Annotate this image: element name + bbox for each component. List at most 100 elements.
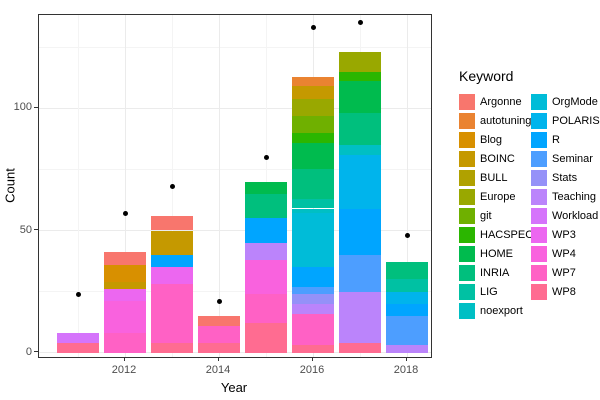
legend-item-Blog: Blog — [459, 130, 531, 149]
legend: Keyword Argonne autotuning Blog BOINC BULL Eu… — [459, 68, 600, 320]
bar-segment-2018-R — [386, 303, 428, 317]
bar-segment-2016-git — [292, 115, 334, 133]
bar-segment-2013-Argonne — [151, 215, 193, 231]
legend-item-WP7: WP7 — [531, 263, 600, 282]
legend-swatch-Teaching — [531, 188, 547, 205]
legend-label: WP8 — [552, 285, 576, 298]
bar-segment-2012-Blog — [104, 264, 146, 282]
x-tick-mark — [217, 357, 219, 361]
legend-swatch-R — [531, 131, 547, 148]
legend-item-Europe: Europe — [459, 187, 531, 206]
data-point-2011 — [75, 291, 81, 297]
bar-segment-2016-INRIA — [292, 169, 334, 199]
legend-title: Keyword — [459, 68, 514, 84]
legend-label: LIG — [480, 285, 498, 298]
legend-item-Seminar: Seminar — [531, 149, 600, 168]
legend-label: Workload — [552, 209, 599, 222]
bar-segment-2015-WP7 — [245, 294, 287, 324]
y-axis-title: Count — [2, 168, 18, 203]
bar-segment-2016-HOME — [292, 142, 334, 170]
bar-segment-2015-HOME — [245, 181, 287, 194]
bar-segment-2016-WP7 — [292, 313, 334, 346]
legend-item-LIG: LIG — [459, 282, 531, 301]
bar-segment-2011-Workload — [57, 333, 99, 343]
legend-label: HOME — [480, 247, 513, 260]
legend-swatch-OrgMode — [531, 93, 547, 110]
legend-item-WP8: WP8 — [531, 282, 600, 301]
y-tick-mark — [34, 106, 38, 108]
bar-segment-2016-LIG — [292, 198, 334, 209]
legend-swatch-WP3 — [531, 226, 547, 243]
data-point-2014 — [216, 298, 222, 304]
legend-swatch-noexport — [459, 302, 475, 319]
legend-label: Stats — [552, 171, 578, 184]
bar-segment-2015-WP4 — [245, 259, 287, 295]
legend-item-OrgMode: OrgMode — [531, 92, 600, 111]
bar-segment-2016-autotuning — [292, 76, 334, 87]
gridline-y-minor — [39, 291, 431, 293]
x-tick-label: 2012 — [111, 364, 137, 376]
legend-item-BULL: BULL — [459, 168, 531, 187]
bar-segment-2018-POLARIS — [386, 291, 428, 304]
gridline-x-major — [218, 15, 220, 357]
legend-label: BULL — [480, 171, 508, 184]
legend-label: WP3 — [552, 228, 576, 241]
bar-segment-2016-Teaching — [292, 303, 334, 314]
legend-label: Teaching — [552, 190, 597, 203]
legend-label: Seminar — [552, 152, 593, 165]
legend-item-WP3: WP3 — [531, 225, 600, 244]
gridline-y-minor — [39, 46, 431, 48]
legend-swatch-Seminar — [531, 150, 547, 167]
legend-label: BOINC — [480, 152, 515, 165]
gridline-y-major — [39, 352, 431, 354]
gridline-x-major — [406, 15, 408, 357]
legend-label: OrgMode — [552, 95, 598, 108]
y-tick-label: 100 — [13, 101, 32, 114]
bar-segment-2015-INRIA — [245, 193, 287, 219]
y-tick-label: 0 — [25, 345, 32, 358]
bar-segment-2013-BOINC — [151, 230, 193, 255]
legend-swatch-WP4 — [531, 245, 547, 262]
legend-item-autotuning: autotuning — [459, 111, 531, 130]
legend-label: WP7 — [552, 266, 576, 279]
legend-swatch-HACSPECIS — [459, 226, 475, 243]
gridline-y-minor — [39, 168, 431, 170]
bar-segment-2012-BOINC — [104, 281, 146, 290]
bar-segment-2013-WP3 — [151, 267, 193, 285]
bar-segment-2013-WP8 — [151, 342, 193, 353]
legend-swatch-INRIA — [459, 264, 475, 281]
x-axis-title: Year — [220, 380, 248, 395]
bar-segment-2013-WP7 — [151, 284, 193, 343]
legend-item-noexport: noexport — [459, 301, 531, 320]
x-tick-label: 2014 — [205, 364, 231, 376]
bar-segment-2016-BOINC — [292, 86, 334, 99]
legend-item-HOME: HOME — [459, 244, 531, 263]
legend-item-Stats: Stats — [531, 168, 600, 187]
x-tick-label: 2016 — [299, 364, 325, 376]
bar-segment-2017-Seminar — [339, 254, 381, 292]
bar-segment-2018-Seminar — [386, 316, 428, 346]
bar-segment-2017-WP8 — [339, 342, 381, 353]
legend-swatch-LIG — [459, 283, 475, 300]
bar-segment-2014-WP8 — [198, 342, 240, 353]
bar-segment-2018-LIG — [386, 279, 428, 292]
bar-segment-2016-Seminar — [292, 286, 334, 295]
bar-segment-2016-R — [292, 267, 334, 287]
legend-label: autotuning — [480, 114, 532, 127]
data-point-2015 — [263, 154, 269, 160]
bar-segment-2017-HOME — [339, 81, 381, 114]
bar-segment-2014-Argonne — [198, 316, 240, 326]
legend-swatch-Argonne — [459, 93, 475, 110]
bar-segment-2017-Teaching — [339, 291, 381, 343]
bar-segment-2016-Europe — [292, 98, 334, 116]
bar-segment-2017-POLARIS — [339, 154, 381, 209]
legend-item-BOINC: BOINC — [459, 149, 531, 168]
legend-item-HACSPECIS: HACSPECIS — [459, 225, 544, 244]
bar-segment-2015-Teaching — [245, 242, 287, 260]
bar-segment-2012-WP4 — [104, 301, 146, 334]
data-point-2012 — [122, 210, 128, 216]
legend-label: POLARIS — [552, 114, 600, 127]
legend-swatch-BOINC — [459, 150, 475, 167]
bar-segment-2012-WP7 — [104, 333, 146, 353]
